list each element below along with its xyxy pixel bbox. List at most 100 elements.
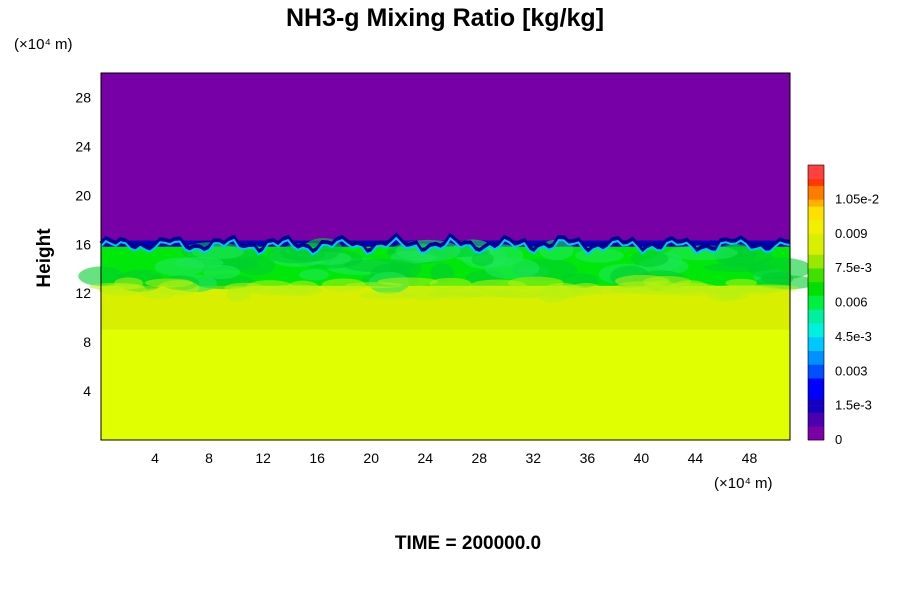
colorbar-segment (808, 309, 824, 317)
colorbar-segment (808, 275, 824, 283)
x-axis-unit: (×10⁴ m) (714, 475, 773, 492)
mixing-patch (542, 282, 583, 299)
mixing-patch (484, 257, 540, 280)
colorbar-segment (808, 330, 824, 338)
mixing-patch (321, 278, 366, 292)
y-tick-label: 20 (75, 187, 91, 203)
y-tick-label: 28 (75, 89, 91, 105)
mixing-patch (725, 278, 758, 288)
colorbar-segment (808, 385, 824, 393)
colorbar-tick-label: 0.009 (835, 226, 868, 241)
y-axis-label: Height (34, 228, 55, 288)
colorbar-frame (807, 164, 825, 441)
colorbar-segment (808, 295, 824, 303)
x-tick-label: 44 (688, 450, 704, 466)
mixing-patch (299, 269, 330, 281)
layer-upper (101, 73, 790, 245)
colorbar-segment (808, 398, 824, 406)
mixing-patch (202, 265, 241, 280)
colorbar-segment (808, 419, 824, 427)
y-tick-label: 16 (75, 236, 91, 252)
colorbar-segment (808, 226, 824, 235)
x-tick-label: 16 (309, 450, 325, 466)
mixing-patch (430, 263, 455, 283)
x-tick-label: 40 (634, 450, 650, 466)
colorbar-segment (808, 412, 824, 420)
mixing-patch (660, 285, 713, 293)
mixing-patch (667, 245, 738, 261)
colorbar-segment (808, 288, 824, 296)
y-tick-label: 24 (75, 138, 91, 154)
mixing-patch (761, 271, 794, 286)
mixing-patch (236, 255, 276, 276)
colorbar-tick-label: 0.003 (835, 363, 868, 378)
colorbar-segment (808, 364, 824, 372)
colorbar-segment (808, 220, 824, 228)
mixing-patch (702, 287, 751, 295)
colorbar-segment (808, 405, 824, 413)
colorbar-segment (808, 213, 824, 221)
y-axis-unit: (×10⁴ m) (14, 36, 73, 53)
colorbar-segment (808, 247, 824, 255)
x-tick-label: 48 (742, 450, 758, 466)
colorbar-tick-label: 1.5e-3 (835, 398, 872, 413)
colorbar-segment (808, 371, 824, 379)
colorbar-segment (808, 233, 824, 241)
x-tick-label: 4 (151, 450, 159, 466)
colorbar-segment (808, 433, 824, 441)
lower-mixing-patches (89, 274, 800, 303)
x-tick-label: 28 (471, 450, 487, 466)
colorbar-tick-label: 0.006 (835, 295, 868, 310)
mixing-patch (426, 290, 485, 299)
colorbar-segment (808, 240, 824, 248)
interface-cyan (100, 236, 791, 256)
mixing-patch (574, 248, 624, 263)
x-tick-label: 12 (255, 450, 271, 466)
x-tick-labels: 4 8 12 16 20 24 28 32 36 40 44 48 (151, 450, 757, 466)
colorbar-tick-label: 7.5e-3 (835, 260, 872, 275)
y-tick-label: 4 (83, 383, 91, 399)
colorbar-segment (808, 426, 824, 434)
time-label: TIME = 200000.0 (395, 533, 541, 554)
colorbar-segment (808, 281, 824, 290)
colorbar-segment (808, 391, 824, 400)
colorbar-tick-label: 4.5e-3 (835, 329, 872, 344)
x-tick-label: 8 (205, 450, 213, 466)
colorbar-tick-label: 0 (835, 432, 842, 447)
colorbar-segment (808, 343, 824, 351)
mixing-patch (616, 281, 665, 292)
colorbar-segment (808, 192, 824, 200)
colorbar-segment (808, 178, 824, 186)
x-tick-label: 32 (526, 450, 542, 466)
x-tick-label: 20 (363, 450, 379, 466)
mixing-patch (144, 278, 194, 288)
colorbar: 0 1.5e-3 0.003 4.5e-3 0.006 7.5e-3 0.009 1.05e-… (807, 164, 879, 447)
mixing-patch (245, 280, 295, 296)
colorbar-segment (808, 336, 824, 345)
mixing-patch (154, 257, 205, 277)
y-tick-label: 12 (75, 285, 91, 301)
plot-frame (100, 72, 791, 441)
mixing-patch (344, 258, 416, 273)
mixing-patch (139, 288, 176, 299)
colorbar-segment (808, 378, 824, 386)
colorbar-segment (808, 199, 824, 207)
mixing-patch (487, 288, 552, 299)
colorbar-segment (808, 171, 824, 180)
colorbar-segment (808, 323, 824, 331)
chart-title: NH3-g Mixing Ratio [kg/kg] (286, 4, 604, 32)
colorbar-segment (808, 350, 824, 358)
y-tick-label: 8 (83, 334, 91, 350)
colorbar-segment (808, 261, 824, 269)
colorbar-segment (808, 357, 824, 365)
colorbar-segment (808, 254, 824, 262)
colorbar-segment (808, 268, 824, 276)
interface-dark (99, 232, 791, 254)
x-tick-label: 24 (417, 450, 433, 466)
colorbar-segment (808, 316, 824, 324)
mixing-patch (471, 252, 494, 267)
colorbar-segment (808, 302, 824, 310)
mixing-patch (98, 283, 147, 296)
mixing-patch (630, 250, 669, 267)
interface-line (99, 232, 791, 256)
